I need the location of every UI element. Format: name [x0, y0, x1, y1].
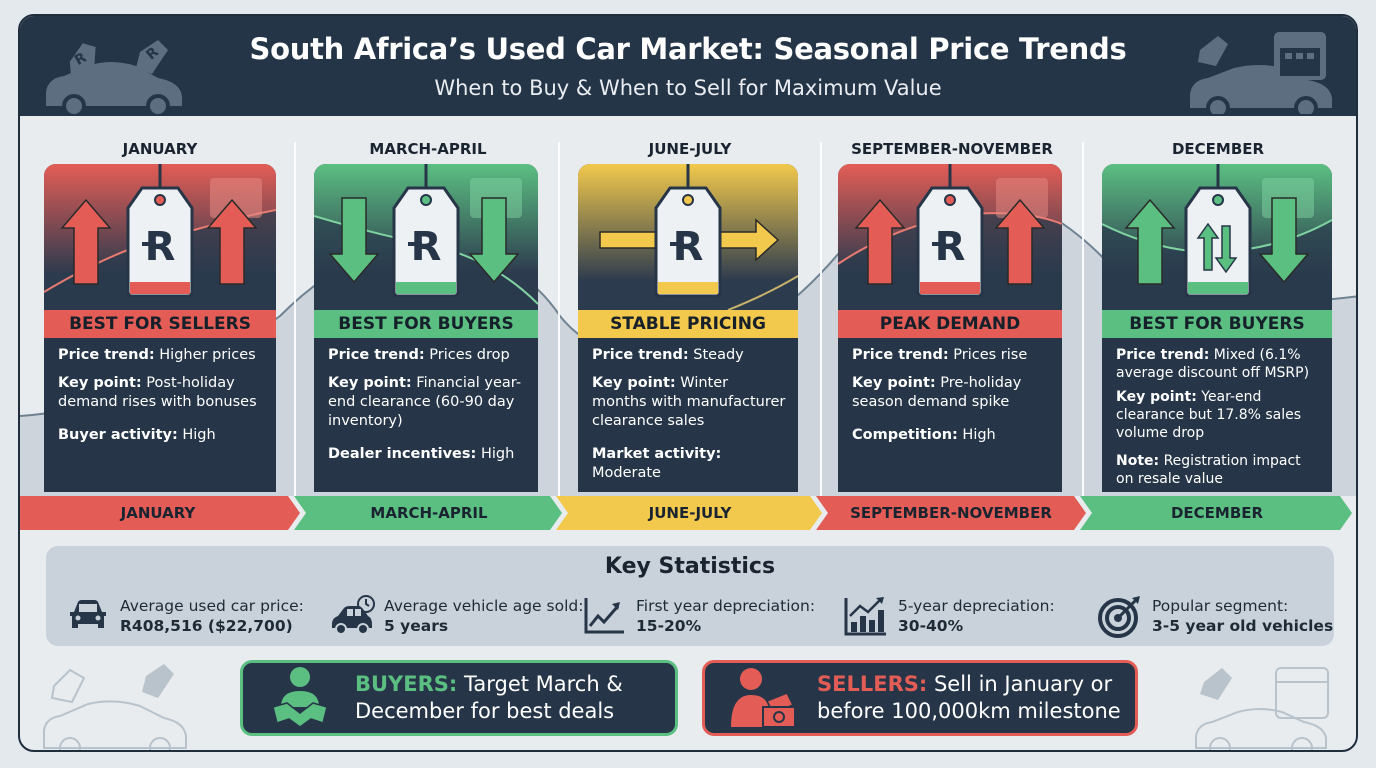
detail-key-point: Key point: Post-holiday demand rises wit… [58, 375, 257, 410]
detail-price-trend: Price trend: Prices drop [328, 347, 510, 363]
price-tag-arrows-up-icon: R [44, 164, 276, 310]
page-title: South Africa’s Used Car Market: Seasonal… [249, 32, 1127, 66]
period-card-june-july: R STABLE PRICING Price trend: Steady Key… [578, 164, 798, 492]
trend-up-icon [584, 598, 624, 634]
detail-price-trend: Price trend: Higher prices [58, 347, 256, 363]
timeline-segment-september-november: SEPTEMBER-NOVEMBER [850, 504, 1052, 522]
card-details: Price trend: Prices drop Key point: Fina… [314, 338, 538, 473]
stat-text: First year depreciation: 15-20% [636, 597, 816, 635]
svg-text:R: R [145, 224, 176, 270]
key-statistics-panel: Key Statistics Average used car price: R… [46, 546, 1334, 646]
detail-note: Note: Registration impact on resale valu… [1116, 453, 1301, 487]
status-band: BEST FOR SELLERS [44, 310, 276, 338]
detail-dealer-incentives: Dealer incentives: High [328, 446, 515, 462]
period-card-december: BEST FOR BUYERS Price trend: Mixed (6.1%… [1102, 164, 1332, 492]
timeline-arrow-bar [20, 496, 1352, 530]
sellers-tip: SELLERS: Sell in January or before 100,0… [817, 672, 1121, 723]
card-details: Price trend: Mixed (6.1% average discoun… [1102, 338, 1332, 492]
timeline-segment-january: JANUARY [120, 504, 196, 522]
detail-price-trend: Price trend: Steady [592, 347, 744, 363]
buyers-callout: BUYERS: Target March & December for best… [240, 660, 678, 736]
svg-text:R: R [935, 224, 966, 270]
stat-five-year-depreciation: 5-year depreciation: 30-40% [842, 594, 1055, 638]
column-divider [294, 142, 296, 498]
period-label-december: DECEMBER [1171, 140, 1265, 158]
car-with-price-tags-icon: R R [46, 40, 182, 114]
period-label-march-april: MARCH-APRIL [369, 140, 487, 158]
sellers-callout: SELLERS: Sell in January or before 100,0… [702, 660, 1138, 736]
price-tag-arrows-mixed-icon [1102, 164, 1332, 310]
price-tag-arrows-up-icon: R [838, 164, 1062, 310]
card-details: Price trend: Higher prices Key point: Po… [44, 338, 276, 454]
detail-buyer-activity: Buyer activity: High [58, 427, 216, 443]
detail-price-trend: Price trend: Prices rise [852, 347, 1028, 363]
period-card-september-november: R PEAK DEMAND Price trend: Prices rise K… [838, 164, 1062, 492]
svg-text:R: R [411, 224, 442, 270]
timeline-segment-march-april: MARCH-APRIL [370, 504, 488, 522]
seller-cash-icon [731, 668, 796, 728]
period-label-january: JANUARY [122, 140, 198, 158]
detail-key-point: Key point: Financial year-end clearance … [328, 375, 522, 429]
page-subtitle: When to Buy & When to Sell for Maximum V… [434, 76, 942, 100]
detail-market-activity: Market activity: Moderate [592, 446, 722, 481]
column-divider [820, 142, 822, 498]
svg-text:R: R [673, 224, 704, 270]
detail-key-point: Key point: Pre-holiday season demand spi… [852, 375, 1022, 410]
stats-title: Key Statistics [604, 554, 776, 579]
stat-text: Average used car price: R408,516 ($22,70… [120, 597, 304, 635]
car-price-tags-decoration-icon [43, 664, 187, 750]
status-band: BEST FOR BUYERS [1102, 310, 1332, 338]
stat-text: 5-year depreciation: 30-40% [898, 597, 1055, 635]
header: R R South Africa’s Used Car Market: Seas… [20, 16, 1356, 116]
stat-text: Average vehicle age sold: 5 years [384, 597, 584, 635]
car-front-icon [70, 600, 106, 628]
detail-price-trend: Price trend: Mixed (6.1% average discoun… [1116, 347, 1310, 381]
car-calendar-decoration-icon [1195, 667, 1329, 750]
stat-average-price: Average used car price: R408,516 ($22,70… [64, 594, 304, 638]
column-divider [1082, 142, 1084, 498]
card-details: Price trend: Prices rise Key point: Pre-… [838, 338, 1062, 454]
status-band: PEAK DEMAND [838, 310, 1062, 338]
price-tag-arrow-right-icon: R [578, 164, 798, 310]
status-band: BEST FOR BUYERS [314, 310, 538, 338]
card-details: Price trend: Steady Key point: Winter mo… [578, 338, 798, 492]
period-label-september-november: SEPTEMBER-NOVEMBER [851, 140, 1053, 158]
timeline-segment-june-july: JUNE-JULY [648, 504, 732, 522]
target-icon [1098, 596, 1140, 638]
timeline-segment-december: DECEMBER [1170, 504, 1264, 522]
stat-first-year-depreciation: First year depreciation: 15-20% [580, 594, 815, 638]
column-divider [558, 142, 560, 498]
car-calendar-tag-icon [1190, 32, 1332, 114]
period-card-march-april: R BEST FOR BUYERS Price trend: Prices dr… [314, 164, 538, 492]
car-clock-icon [332, 595, 375, 635]
period-label-june-july: JUNE-JULY [648, 140, 732, 158]
detail-key-point: Key point: Winter months with manufactur… [592, 375, 786, 429]
stat-popular-segment: Popular segment: 3-5 year old vehicles [1096, 594, 1333, 638]
period-card-january: R BEST FOR SELLERS Price trend: Higher p… [44, 164, 276, 492]
infographic-frame: R R South Africa’s Used Car Market: Seas… [18, 14, 1358, 752]
detail-key-point: Key point: Year-end clearance but 17.8% … [1116, 389, 1302, 441]
buyers-tip: BUYERS: Target March & December for best… [355, 672, 623, 723]
price-tag-arrows-down-icon: R [314, 164, 538, 310]
stat-text: Popular segment: 3-5 year old vehicles [1152, 597, 1334, 635]
bar-chart-icon [844, 597, 886, 636]
status-band: STABLE PRICING [578, 310, 798, 338]
detail-competition: Competition: High [852, 427, 996, 443]
stat-vehicle-age: Average vehicle age sold: 5 years [328, 594, 583, 638]
buyer-handshake-icon [272, 667, 328, 728]
